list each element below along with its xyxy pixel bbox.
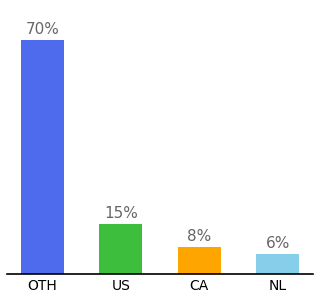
Text: 6%: 6% [265, 236, 290, 251]
Bar [21, 40, 64, 274]
Bar [256, 254, 299, 274]
Bar [99, 224, 142, 274]
Bar [178, 248, 221, 274]
Text: 15%: 15% [104, 206, 138, 221]
Text: 8%: 8% [187, 229, 211, 244]
Text: 70%: 70% [26, 22, 59, 37]
